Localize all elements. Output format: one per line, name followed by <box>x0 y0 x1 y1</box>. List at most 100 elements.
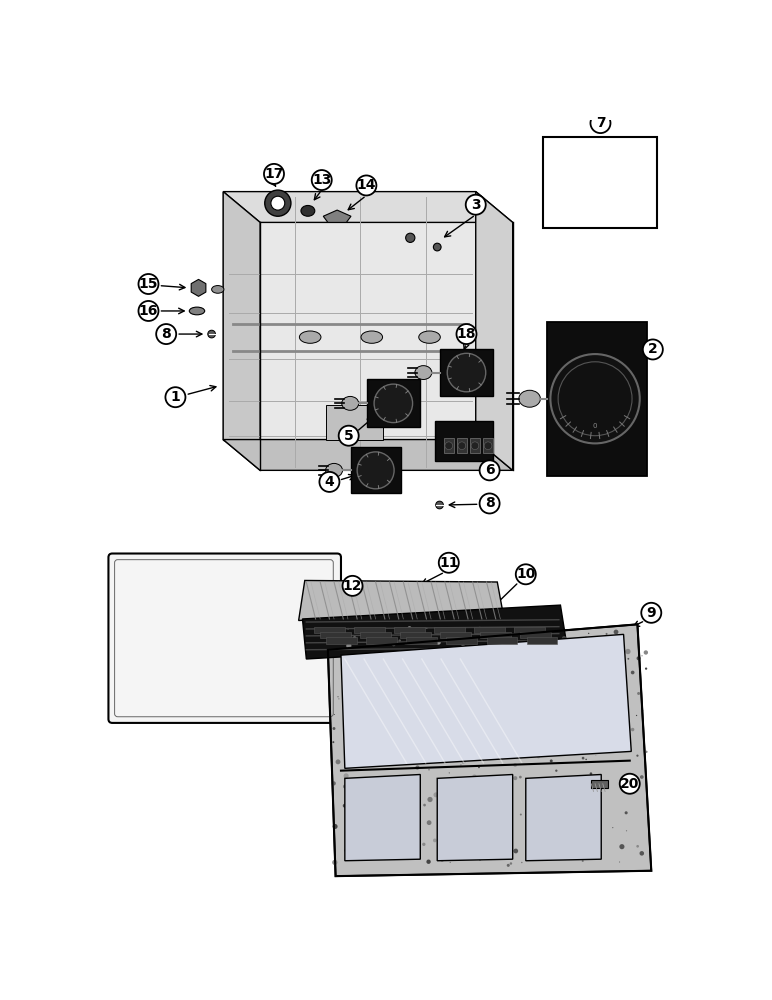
Circle shape <box>631 783 635 788</box>
Circle shape <box>547 811 552 816</box>
Circle shape <box>576 689 577 690</box>
Circle shape <box>343 576 363 596</box>
Circle shape <box>532 843 535 847</box>
Circle shape <box>549 854 553 858</box>
Circle shape <box>356 710 359 713</box>
Circle shape <box>376 673 380 676</box>
Circle shape <box>443 743 444 745</box>
Polygon shape <box>323 210 351 222</box>
Circle shape <box>619 844 625 849</box>
Circle shape <box>487 812 490 815</box>
Circle shape <box>559 645 561 646</box>
Circle shape <box>447 353 486 392</box>
Circle shape <box>625 811 628 814</box>
Polygon shape <box>556 158 644 218</box>
Circle shape <box>556 661 560 665</box>
Bar <box>354 627 385 633</box>
Circle shape <box>519 776 522 778</box>
Circle shape <box>449 688 453 691</box>
Circle shape <box>410 718 411 720</box>
Circle shape <box>557 829 559 831</box>
Polygon shape <box>223 192 513 222</box>
Circle shape <box>472 693 476 696</box>
Circle shape <box>447 806 449 808</box>
Circle shape <box>552 707 555 710</box>
Circle shape <box>156 324 176 344</box>
Circle shape <box>454 813 459 818</box>
Circle shape <box>264 164 284 184</box>
Circle shape <box>406 828 411 833</box>
Circle shape <box>331 781 336 786</box>
Circle shape <box>567 641 571 645</box>
Circle shape <box>445 706 450 711</box>
Circle shape <box>450 855 453 858</box>
Circle shape <box>608 724 611 728</box>
Circle shape <box>405 233 415 242</box>
Circle shape <box>456 843 461 849</box>
Circle shape <box>438 790 440 793</box>
Circle shape <box>590 674 595 680</box>
Circle shape <box>574 694 578 698</box>
Circle shape <box>537 755 540 758</box>
Circle shape <box>591 113 611 133</box>
Bar <box>367 379 419 427</box>
Circle shape <box>397 697 398 699</box>
Circle shape <box>645 751 648 753</box>
Bar <box>486 637 517 644</box>
Circle shape <box>484 719 486 720</box>
Circle shape <box>608 739 612 743</box>
Circle shape <box>416 733 422 738</box>
Circle shape <box>612 676 615 678</box>
Circle shape <box>631 728 635 731</box>
Polygon shape <box>223 440 513 470</box>
Circle shape <box>493 809 496 811</box>
Ellipse shape <box>415 366 432 379</box>
Circle shape <box>398 821 400 824</box>
Text: 5: 5 <box>344 429 354 443</box>
Circle shape <box>394 832 398 836</box>
Circle shape <box>344 773 349 778</box>
Text: 1: 1 <box>171 390 181 404</box>
Bar <box>440 632 471 638</box>
Circle shape <box>478 766 480 768</box>
Circle shape <box>531 656 533 657</box>
Circle shape <box>433 243 441 251</box>
Circle shape <box>332 860 337 865</box>
Polygon shape <box>437 774 513 861</box>
Circle shape <box>631 671 635 674</box>
Circle shape <box>479 460 499 480</box>
Circle shape <box>423 635 428 640</box>
Circle shape <box>476 719 479 722</box>
Circle shape <box>396 734 401 739</box>
Circle shape <box>415 703 418 706</box>
Circle shape <box>495 635 499 640</box>
Circle shape <box>415 746 418 749</box>
Circle shape <box>449 754 454 759</box>
Text: 18: 18 <box>457 327 476 341</box>
Circle shape <box>428 769 430 771</box>
Circle shape <box>353 636 357 640</box>
Circle shape <box>575 686 579 690</box>
Circle shape <box>612 827 614 828</box>
Circle shape <box>502 734 506 738</box>
Circle shape <box>364 719 367 722</box>
Circle shape <box>490 719 493 722</box>
Circle shape <box>604 727 608 732</box>
Circle shape <box>265 190 291 216</box>
Circle shape <box>361 698 364 701</box>
Circle shape <box>406 713 410 717</box>
Text: 6: 6 <box>485 463 494 477</box>
Ellipse shape <box>326 463 343 477</box>
Circle shape <box>637 692 640 695</box>
Circle shape <box>378 666 379 667</box>
Circle shape <box>593 724 598 729</box>
Circle shape <box>489 723 493 728</box>
Bar <box>470 438 480 453</box>
Circle shape <box>511 827 513 829</box>
Circle shape <box>343 804 347 808</box>
Circle shape <box>426 628 428 629</box>
Circle shape <box>513 776 517 780</box>
Text: 10: 10 <box>516 567 536 581</box>
Text: 2: 2 <box>648 342 658 356</box>
Circle shape <box>563 640 567 644</box>
